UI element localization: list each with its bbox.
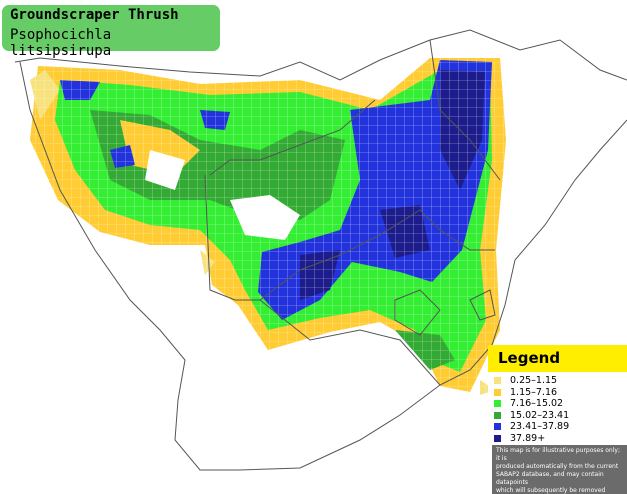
legend-item: 7.16–15.02 (494, 398, 627, 410)
legend-item: 1.15–7.16 (494, 387, 627, 399)
legend-item: 15.02–23.41 (494, 410, 627, 422)
title-box: Groundscraper Thrush Psophocichla litsip… (2, 5, 220, 59)
title: Groundscraper Thrush (10, 7, 179, 23)
disclaimer: This map is for illustrative purposes on… (492, 445, 627, 494)
legend: Legend 0.25–1.15 1.15–7.16 7.16–15.02 15.02… (488, 345, 627, 494)
disclaimer-line: produced automatically from the current (496, 463, 619, 470)
legend-swatch (494, 411, 501, 419)
disclaimer-line: which will subsequently be removed durin… (496, 487, 606, 494)
subtitle: Psophocichla litsipsirupa (10, 27, 112, 59)
disclaimer-line: This map is for illustrative purposes on… (496, 447, 620, 462)
legend-swatch (494, 377, 501, 385)
legend-label: 37.89+ (510, 432, 546, 444)
legend-item: 23.41–37.89 (494, 421, 627, 433)
legend-items: 0.25–1.15 1.15–7.16 7.16–15.02 15.02–23.41 2… (488, 372, 627, 444)
legend-swatch (494, 400, 501, 408)
legend-label: 0.25–1.15 (510, 375, 558, 386)
legend-swatch (494, 388, 501, 396)
disclaimer-line: SABAP2 database, and may contain datapoi… (496, 471, 604, 486)
legend-label: 15.02–23.41 (510, 409, 570, 421)
legend-swatch (494, 423, 501, 431)
borders (14, 29, 627, 471)
legend-label: 7.16–15.02 (510, 398, 564, 409)
legend-item: 0.25–1.15 (494, 375, 627, 387)
legend-title: Legend (488, 345, 627, 372)
legend-label: 1.15–7.16 (510, 386, 558, 398)
legend-swatch (494, 434, 501, 442)
legend-item: 37.89+ (494, 433, 627, 445)
legend-label: 23.41–37.89 (510, 421, 570, 432)
